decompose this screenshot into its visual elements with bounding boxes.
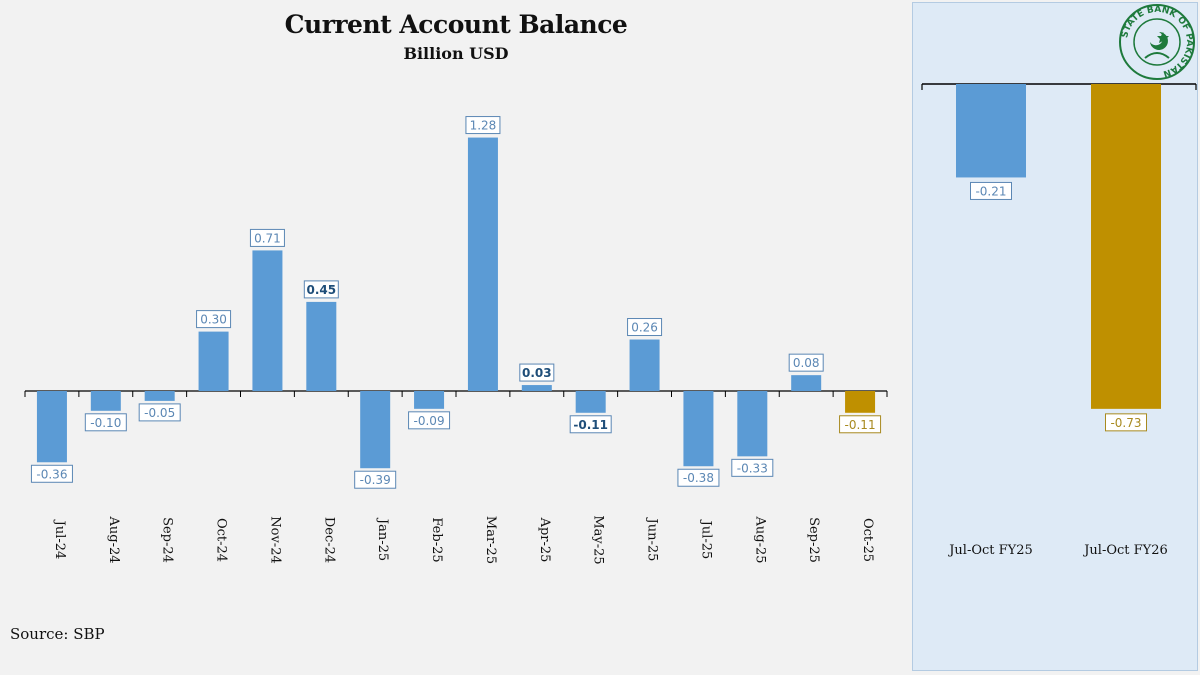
data-label-May-25-box (569, 415, 612, 434)
data-label-Sep-25-box (788, 353, 824, 372)
x-tick-label: Aug-25 (752, 515, 767, 563)
x-tick-label: Feb-25 (429, 517, 444, 562)
chart-subtitle: Billion USD (403, 44, 509, 63)
bar-Aug-24 (90, 391, 121, 411)
bar-Sep-25 (791, 375, 822, 391)
data-label-Apr-25-box (519, 363, 555, 382)
bar-Apr-25 (521, 385, 552, 391)
data-label-Jan-25-box (354, 470, 397, 489)
bar-Jan-25 (360, 391, 391, 469)
bar-Sep-24 (144, 391, 175, 401)
x-tick-label: Jul-24 (52, 519, 67, 560)
bar-Jul-25 (683, 391, 714, 467)
x-tick-label: Aug-24 (106, 515, 121, 563)
data-label-Oct-25: -0.11 (845, 418, 876, 432)
data-label-Sep-24: -0.05 (144, 406, 175, 420)
bar-Oct-24 (198, 331, 229, 391)
data-label-Aug-25-box (731, 458, 774, 477)
x-tick-label: Dec-24 (321, 517, 336, 563)
x-tick-label: Mar-25 (483, 516, 498, 564)
bar-May-25 (575, 391, 606, 413)
bar-Feb-25 (414, 391, 445, 409)
bar-Mar-25 (467, 137, 498, 391)
data-label-Jul-25: -0.38 (683, 471, 714, 485)
x-tick-label: Oct-25 (860, 518, 875, 562)
x-tick-label: Jun-25 (645, 517, 660, 562)
side-tick-label: Jul-Oct FY26 (1082, 543, 1168, 558)
data-label-Aug-25: -0.33 (737, 461, 768, 475)
monthly-bar-chart: -0.36 Jul-24 -0.10 Aug-24 -0.05 Sep-24 0.30 Oct… (24, 116, 888, 565)
data-label-Mar-25: 1.28 (470, 119, 497, 133)
x-tick-label: May-25 (591, 515, 606, 564)
data-label-Jul-24: -0.36 (36, 467, 67, 481)
data-label-Jun-25: 0.26 (631, 321, 658, 335)
data-label-Feb-25-box (408, 411, 451, 430)
data-label-Sep-24-box (138, 403, 181, 422)
side-bar-0 (956, 84, 1026, 178)
x-tick-label: Jan-25 (375, 517, 390, 561)
bar-Jul-24 (36, 391, 67, 463)
side-data-label-0-box (970, 181, 1012, 200)
data-label-Nov-24-box (249, 228, 285, 247)
data-label-May-25: -0.11 (573, 418, 608, 432)
data-label-Jul-24-box (30, 464, 73, 483)
data-label-Mar-25-box (465, 116, 501, 135)
data-label-Sep-25: 0.08 (793, 356, 820, 370)
bar-Aug-25 (737, 391, 768, 457)
chart-title: Current Account Balance (284, 10, 628, 39)
bar-Nov-24 (252, 250, 283, 391)
data-label-Jun-25-box (627, 318, 663, 337)
side-data-label-1: -0.73 (1110, 416, 1141, 430)
data-label-Oct-25-box (839, 415, 882, 434)
data-label-Oct-24: 0.30 (200, 313, 227, 327)
data-label-Aug-24: -0.10 (90, 416, 121, 430)
side-data-label-0: -0.21 (975, 184, 1006, 198)
side-bar-1 (1091, 84, 1161, 409)
sbp-logo: STATE BANK OF PAKISTAN (1119, 4, 1195, 80)
data-label-Feb-25: -0.09 (414, 414, 445, 428)
data-label-Nov-24: 0.71 (254, 231, 281, 245)
data-label-Dec-24: 0.45 (307, 283, 337, 297)
data-label-Jan-25: -0.39 (360, 473, 391, 487)
bar-Dec-24 (306, 301, 337, 391)
side-data-label-1-box (1105, 413, 1147, 432)
data-label-Aug-24-box (84, 413, 127, 432)
x-tick-label: Oct-24 (214, 518, 229, 562)
x-tick-label: Sep-25 (806, 517, 821, 563)
data-label-Oct-24-box (196, 310, 232, 329)
data-label-Dec-24-box (303, 280, 339, 299)
bar-Oct-25 (845, 391, 876, 413)
x-tick-label: Apr-25 (537, 517, 552, 563)
source-note: Source: SBP (10, 625, 105, 643)
data-label-Apr-25: 0.03 (522, 366, 552, 380)
data-label-Jul-25-box (677, 468, 720, 487)
x-tick-label: Jul-25 (698, 519, 713, 560)
x-tick-label: Nov-24 (267, 516, 282, 563)
x-tick-label: Sep-24 (160, 517, 175, 563)
bar-Jun-25 (629, 339, 660, 391)
side-tick-label: Jul-Oct FY25 (947, 543, 1033, 558)
